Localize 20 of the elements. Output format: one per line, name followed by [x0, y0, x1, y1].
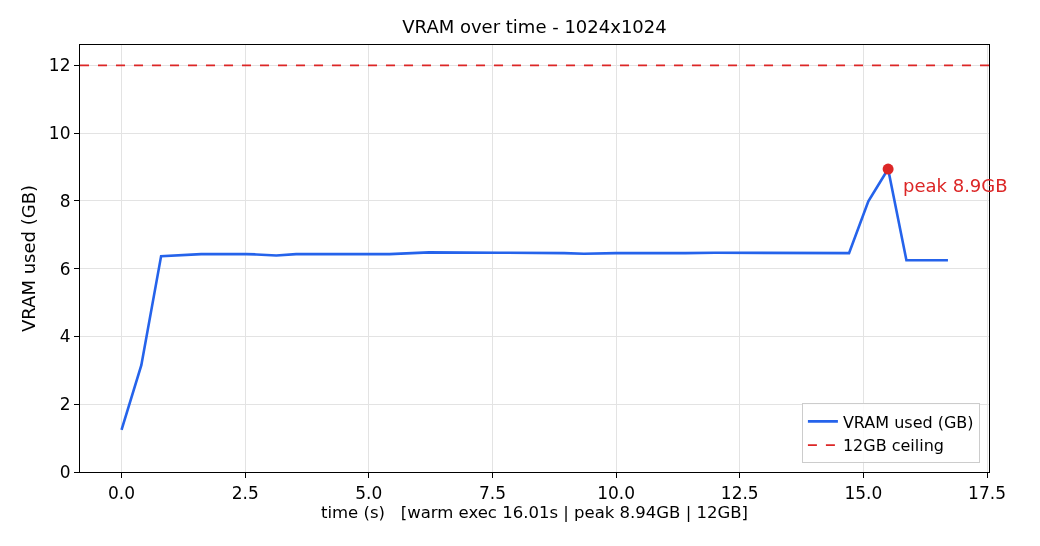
x-tick-label: 0.0 [108, 482, 136, 503]
y-tick-label: 0 [59, 461, 71, 482]
y-tick-label: 4 [59, 326, 71, 347]
x-tick-label: 5.0 [355, 482, 383, 503]
x-tick-label: 12.5 [720, 482, 759, 503]
y-tick-label: 6 [59, 258, 71, 279]
x-tick-label: 7.5 [478, 482, 506, 503]
y-tick-label: 2 [59, 394, 71, 415]
legend-label: VRAM used (GB) [842, 412, 974, 432]
y-axis-title: VRAM used (GB) [18, 184, 40, 333]
y-tick-label: 10 [48, 123, 71, 144]
y-tick-label: 8 [59, 190, 71, 211]
x-tick-label: 2.5 [231, 482, 259, 503]
x-tick-label: 10.0 [597, 482, 636, 503]
y-tick-label: 12 [48, 55, 71, 76]
x-tick-label: 15.0 [844, 482, 883, 503]
x-axis-title: time (s) [warm exec 16.01s | peak 8.94GB | 12GB] [320, 502, 749, 522]
x-tick-label: 17.5 [968, 482, 1006, 503]
chart-title: VRAM over time - 1024x1024 [402, 16, 667, 38]
legend-label: 12GB ceiling [842, 436, 944, 456]
